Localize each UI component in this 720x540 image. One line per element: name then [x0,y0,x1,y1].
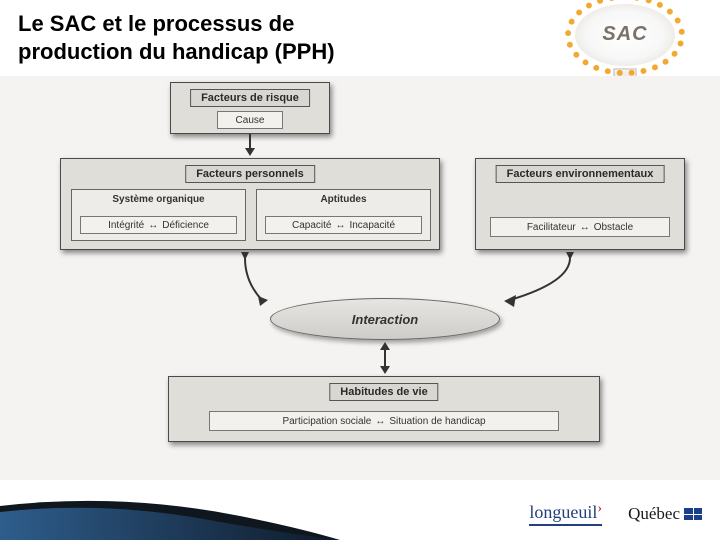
double-arrow-icon: ↔ [580,222,590,233]
pair-capacite-incapacite: Capacité ↔ Incapacité [265,216,422,234]
arrow-risque-down-icon [244,134,256,156]
sac-circle: SAC [575,4,675,66]
logo-quebec-text: Québec [628,504,680,524]
arrow-personnels-interaction-icon [210,252,280,312]
label-obstacle: Obstacle [594,222,633,233]
double-arrow-icon: ↔ [148,220,158,231]
box-facteurs-environnementaux: Facteurs environnementaux Facilitateur ↔… [475,158,685,250]
pph-diagram: Facteurs de risque Cause Facteurs person… [0,76,720,480]
inner-title-systeme: Système organique [112,194,204,205]
label-deficience: Déficience [162,220,209,231]
sac-label: SAC [602,23,647,46]
label-capacite: Capacité [292,220,331,231]
logo-longueuil: longueuil› [529,502,602,526]
title-line-2: production du handicap (PPH) [18,39,335,64]
pair-facilitateur-obstacle: Facilitateur ↔ Obstacle [490,217,670,237]
cause-label: Cause [236,115,265,126]
pair-integrite-deficience: Intégrité ↔ Déficience [80,216,237,234]
box-title-habitudes: Habitudes de vie [329,383,438,401]
cause-box: Cause [217,111,283,129]
double-arrow-icon: ↔ [375,416,385,427]
label-facilitateur: Facilitateur [527,222,576,233]
logo-quebec: Québec [628,504,702,524]
page-title: Le SAC et le processus de production du … [18,10,335,65]
interaction-label: Interaction [352,312,418,327]
inner-systeme-organique: Système organique Intégrité ↔ Déficience [71,189,246,241]
inner-aptitudes: Aptitudes Capacité ↔ Incapacité [256,189,431,241]
inner-title-aptitudes: Aptitudes [320,194,366,205]
footer-logos: longueuil› Québec [529,502,702,526]
interaction-ellipse: Interaction [270,298,500,340]
box-habitudes: Habitudes de vie Participation sociale ↔… [168,376,600,442]
label-situation: Situation de handicap [389,416,485,427]
double-arrow-icon: ↔ [335,220,345,231]
logo-longueuil-accent-icon: › [597,501,602,516]
quebec-flag-icon [684,508,702,520]
footer-swoosh-icon [0,498,340,540]
label-integrite: Intégrité [108,220,144,231]
title-line-1: Le SAC et le processus de [18,11,294,36]
pair-participation-situation: Participation sociale ↔ Situation de han… [209,411,559,431]
arrow-interaction-habitudes-icon [378,342,392,374]
box-facteurs-personnels: Facteurs personnels Système organique In… [60,158,440,250]
box-title-personnels: Facteurs personnels [185,165,315,183]
box-title-environnementaux: Facteurs environnementaux [496,165,665,183]
logo-longueuil-text: longueuil [529,502,597,522]
arrow-env-interaction-icon [490,252,580,312]
box-facteurs-risque: Facteurs de risque Cause [170,82,330,134]
label-incapacite: Incapacité [349,220,395,231]
box-title-risque: Facteurs de risque [190,89,310,107]
label-participation: Participation sociale [282,416,371,427]
